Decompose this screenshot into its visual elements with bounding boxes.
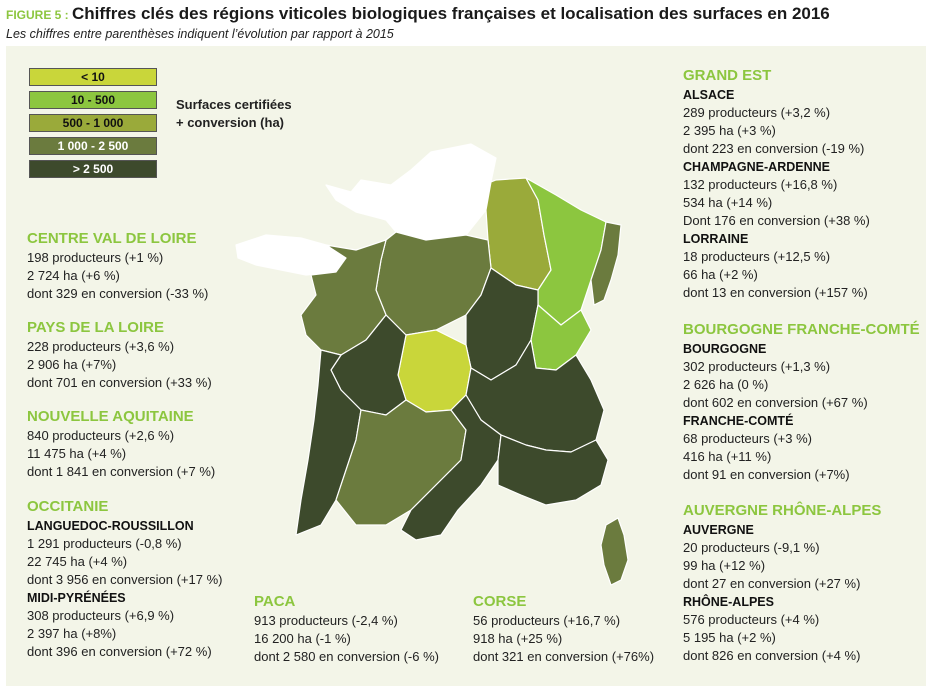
legend-item-lt10: < 10 [29, 68, 157, 86]
region-alsace [590, 221, 622, 306]
region-corse [600, 517, 629, 586]
region-auvergne [397, 329, 472, 413]
region-block-aura: AUVERGNE RHÔNE-ALPES AUVERGNE 20 product… [683, 502, 882, 663]
figure-subtitle: Les chiffres entre parenthèses indiquent… [6, 27, 394, 41]
region-block-nouvelle-aquitaine: NOUVELLE AQUITAINE 840 producteurs (+2,6… [27, 408, 216, 479]
region-paca [497, 434, 609, 506]
region-block-paca: PACA 913 producteurs (-2,4 %) 16 200 ha … [254, 593, 439, 664]
legend-item-1000-2500: 1 000 - 2 500 [29, 137, 157, 155]
figure-label: FIGURE 5 : [6, 8, 73, 22]
france-map [235, 143, 629, 586]
region-bretagne-white [235, 234, 347, 276]
legend-title: Surfaces certifiées + conversion (ha) [176, 97, 292, 130]
region-block-occitanie: OCCITANIE LANGUEDOC-ROUSSILLON 1 291 pro… [27, 498, 223, 659]
region-north-white [325, 143, 497, 241]
figure-title: Chiffres clés des régions viticoles biol… [72, 4, 830, 23]
region-block-centre: CENTRE VAL DE LOIRE 198 producteurs (+1 … [27, 230, 209, 301]
region-block-grand-est: GRAND EST ALSACE 289 producteurs (+3,2 %… [683, 67, 870, 300]
figure-header: FIGURE 5 : Chiffres clés des régions vit… [6, 4, 926, 24]
legend-item-gt2500: > 2 500 [29, 160, 157, 178]
region-block-corse: CORSE 56 producteurs (+16,7 %) 918 ha (+… [473, 593, 655, 664]
legend-item-500-1000: 500 - 1 000 [29, 114, 157, 132]
region-block-pays-loire: PAYS DE LA LOIRE 228 producteurs (+3,6 %… [27, 319, 212, 390]
region-block-bourgogne-fc: BOURGOGNE FRANCHE-COMTÉ BOURGOGNE 302 pr… [683, 321, 920, 482]
region-languedoc [400, 394, 502, 541]
legend-item-10-500: 10 - 500 [29, 91, 157, 109]
